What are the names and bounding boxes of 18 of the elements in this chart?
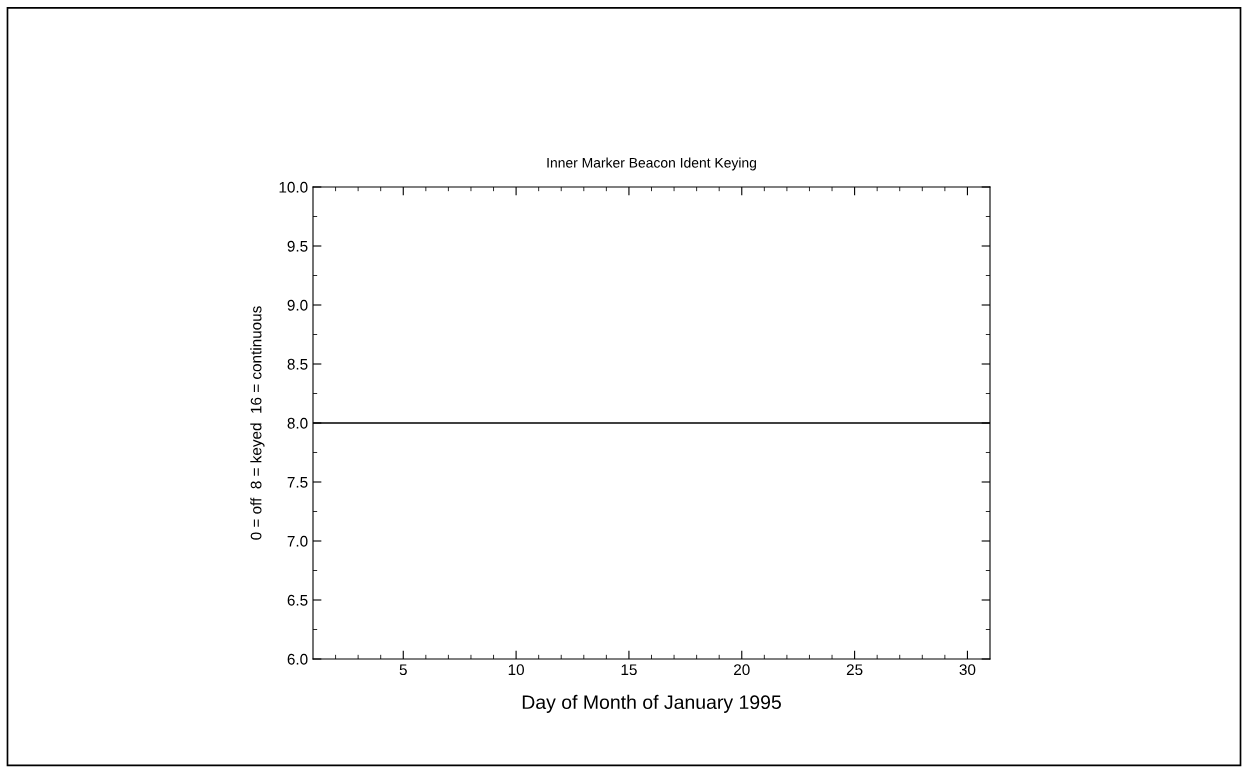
y-tick-label: 9.0: [287, 299, 308, 311]
x-tick-label: 20: [734, 664, 750, 676]
y-axis-title: 0 = off 8 = keyed 16 = continuous: [250, 306, 265, 540]
y-tick-label: 9.5: [287, 240, 308, 252]
y-tick-label: 6.5: [287, 594, 308, 606]
x-tick-label: 15: [621, 664, 637, 676]
y-tick-label: 10.0: [279, 181, 308, 193]
x-tick-label: 25: [846, 664, 863, 676]
chart-title: Inner Marker Beacon Ident Keying: [547, 157, 756, 171]
y-tick-label: 8.0: [287, 417, 308, 429]
x-tick-label: 10: [508, 664, 524, 676]
x-tick-label: 5: [399, 664, 407, 676]
y-tick-label: 8.5: [287, 358, 308, 370]
x-axis-title: Day of Month of January 1995: [522, 694, 781, 713]
y-tick-label: 7.0: [287, 535, 308, 547]
y-tick-label: 6.0: [287, 653, 308, 665]
y-tick-label: 7.5: [287, 477, 308, 488]
x-tick-label: 30: [959, 664, 976, 676]
